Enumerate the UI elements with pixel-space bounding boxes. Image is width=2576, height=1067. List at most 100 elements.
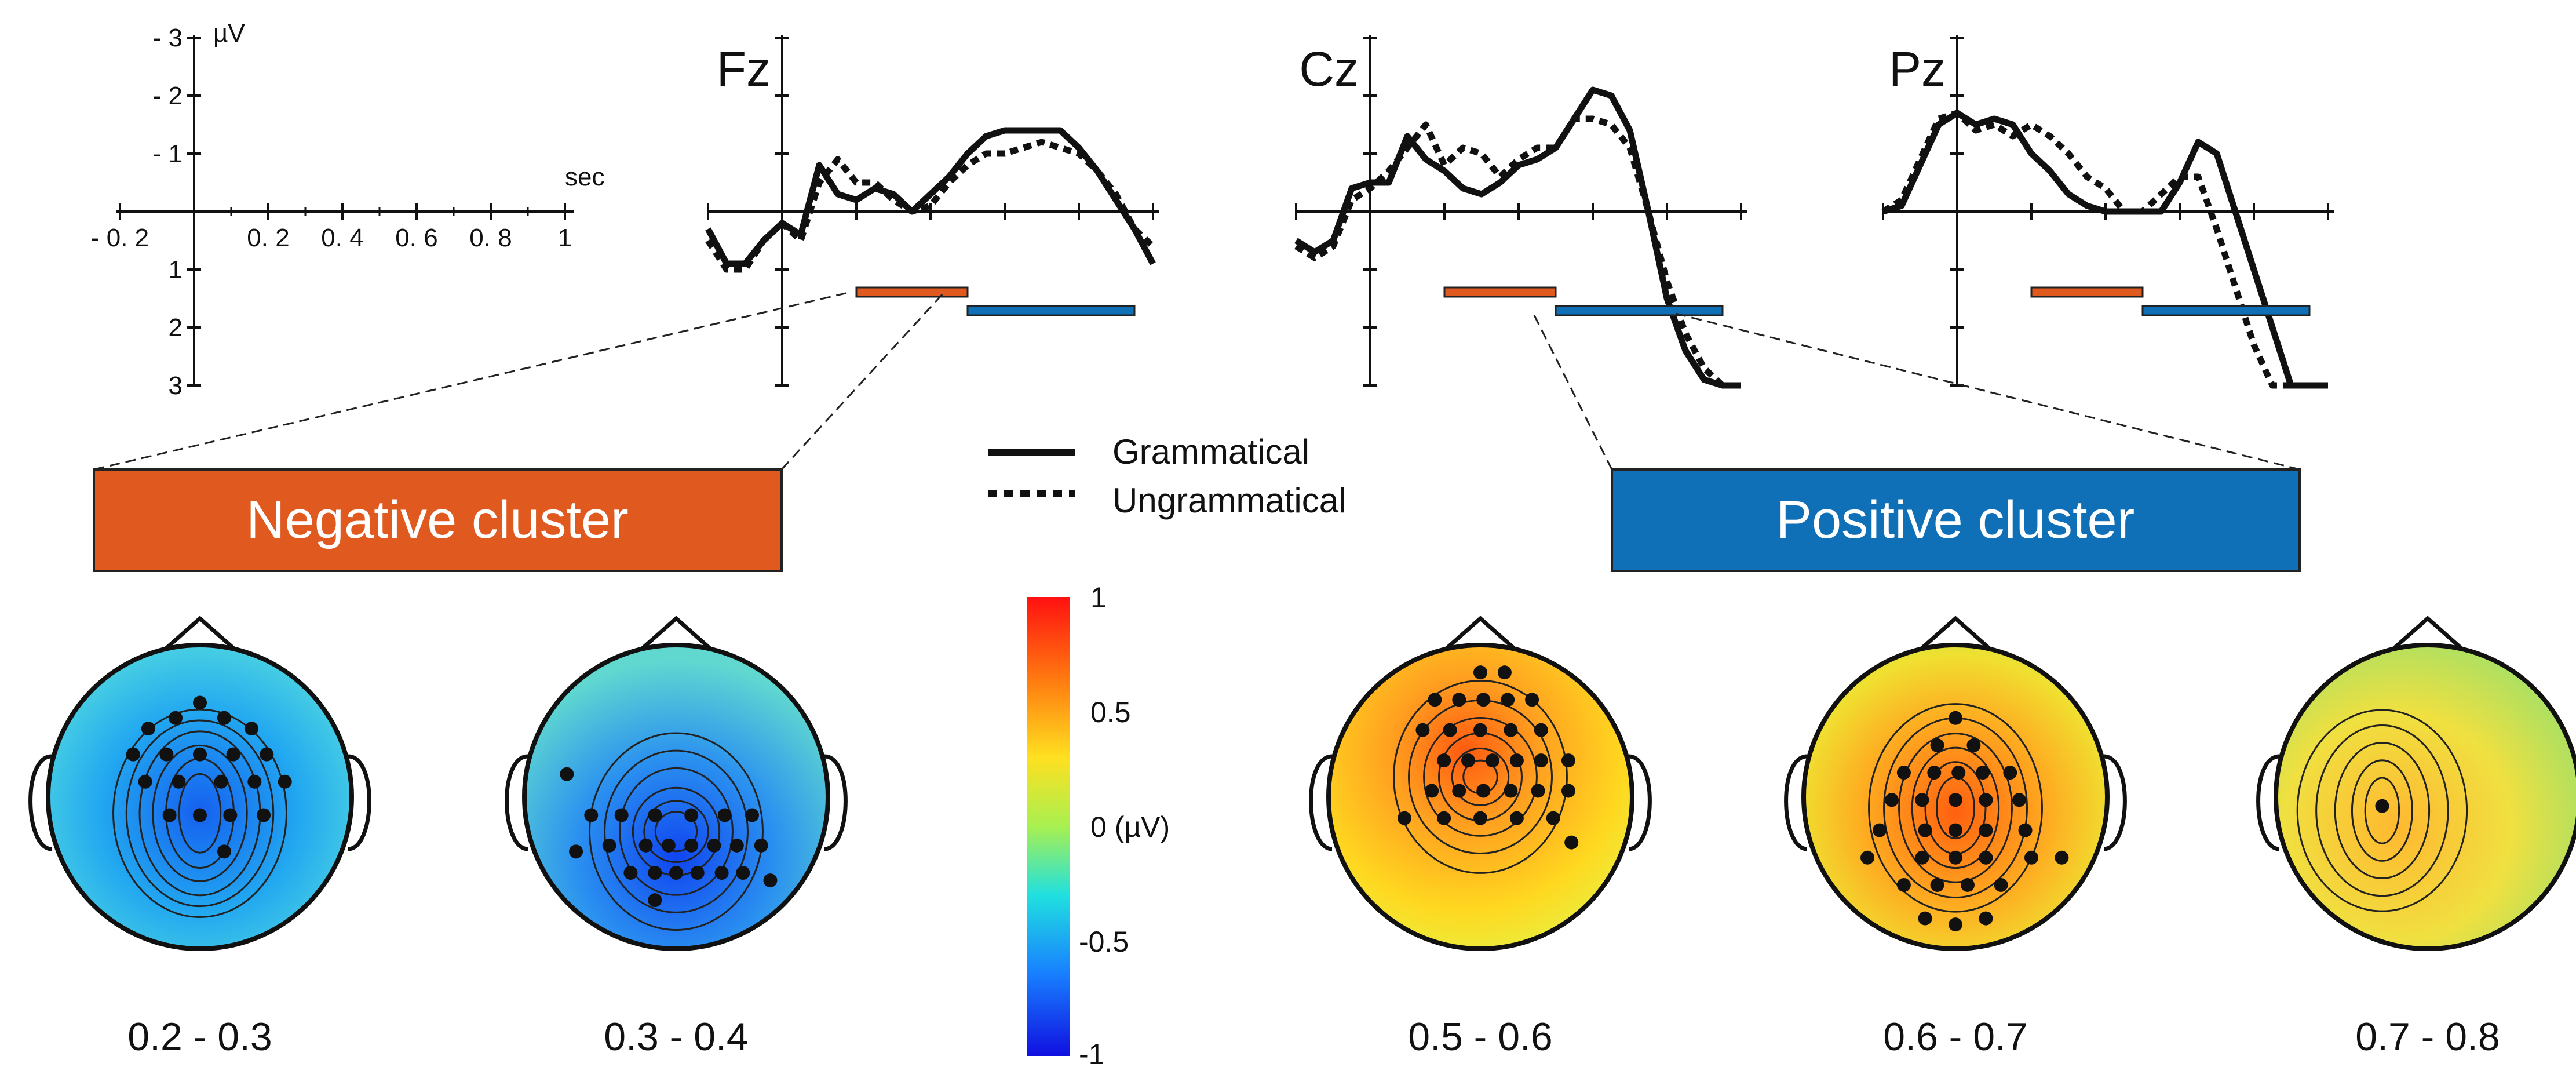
grammatical-series-fz bbox=[705, 127, 1156, 267]
electrode-dot bbox=[1994, 877, 2008, 892]
electrode-dot bbox=[623, 866, 638, 880]
electrode-dot bbox=[1873, 823, 1887, 837]
electrode-dot bbox=[1509, 811, 1524, 825]
contour-line bbox=[152, 744, 248, 882]
electrode-dot bbox=[602, 838, 616, 853]
head-left-ear bbox=[28, 754, 52, 851]
contour-line bbox=[2296, 709, 2468, 912]
colorbar-max: 1 bbox=[1090, 581, 1107, 614]
contour-line bbox=[1393, 679, 1568, 874]
negative-window-bar bbox=[855, 286, 969, 298]
scale-ticks: - 3 - 2 - 1 1 2 3 - 0. 2 0. 2 0. 4 0. 6 0. 8 1 bbox=[91, 24, 572, 400]
head-left-ear bbox=[2256, 754, 2280, 851]
electrode-dot bbox=[159, 747, 174, 762]
electrode-dot bbox=[614, 808, 629, 822]
cluster-connectors bbox=[93, 291, 2300, 471]
electrode-dot bbox=[1546, 811, 1560, 825]
electrode-dot bbox=[260, 747, 274, 762]
electrode-dot bbox=[560, 767, 574, 781]
electrode-dot bbox=[1949, 850, 1962, 865]
electrode-dot bbox=[138, 774, 152, 789]
positive-window-bar bbox=[1555, 305, 1724, 316]
electrode-dot bbox=[1501, 693, 1515, 707]
head-outline bbox=[46, 643, 354, 951]
head-left-ear bbox=[505, 754, 528, 851]
electrode-dot bbox=[1896, 766, 1911, 780]
electrode-dot bbox=[141, 722, 155, 736]
topomap-time-window: 0.5 - 0.6 bbox=[1408, 1015, 1553, 1059]
electrode-dot bbox=[172, 774, 186, 789]
positive-cluster-label: Positive cluster bbox=[1776, 490, 2135, 549]
scale-y-tick-label: 3 bbox=[169, 372, 183, 400]
electrode-dot bbox=[736, 866, 750, 880]
electrode-dot bbox=[569, 844, 583, 859]
electrode-dot bbox=[1497, 665, 1512, 680]
contour-line bbox=[2334, 742, 2431, 880]
legend-grammatical: Grammatical bbox=[1112, 432, 1309, 471]
electrode-dot bbox=[247, 774, 262, 789]
electrode-dot bbox=[193, 808, 207, 822]
head-outline bbox=[522, 643, 830, 951]
electrode-dot bbox=[1949, 711, 1962, 725]
electrode-dot bbox=[1561, 784, 1575, 798]
electrode-dot bbox=[193, 695, 207, 710]
topomap-time-window: 0.3 - 0.4 bbox=[604, 1015, 749, 1059]
electrode-dot bbox=[1461, 753, 1476, 768]
channel-panel-cz: Cz bbox=[1294, 35, 1747, 389]
contour-line bbox=[2364, 777, 2400, 844]
electrode-dot bbox=[2375, 799, 2389, 813]
topomap-4: 0.6 - 0.7 bbox=[1784, 616, 2127, 1059]
electrode-dot bbox=[278, 774, 292, 789]
electrode-dot bbox=[217, 844, 231, 859]
electrode-dot bbox=[1979, 850, 1993, 865]
scale-y-tick-label: 2 bbox=[169, 314, 183, 342]
contour-line bbox=[1911, 746, 2000, 869]
channel-label: Fz bbox=[717, 42, 771, 96]
channel-label: Cz bbox=[1299, 42, 1359, 96]
electrode-dot bbox=[169, 711, 183, 725]
electrode-dot bbox=[1949, 823, 1962, 837]
electrode-dot bbox=[648, 866, 662, 880]
electrode-dot bbox=[1534, 753, 1548, 768]
electrode-dot bbox=[2055, 850, 2069, 865]
electrode-dot bbox=[1979, 793, 1993, 807]
electrode-dot bbox=[1437, 753, 1451, 768]
colorbar-gradient bbox=[1027, 597, 1070, 1056]
topomaps: 0.2 - 0.3 0.3 - 0.4 0.5 - 0.6 0.6 - 0.7 0.7 … bbox=[28, 616, 2576, 1059]
head-outline bbox=[1326, 643, 1634, 951]
scale-y-unit: µV bbox=[213, 19, 245, 48]
contour-line bbox=[125, 719, 275, 908]
electrode-dot bbox=[1884, 793, 1899, 807]
legend: Grammatical Ungrammatical bbox=[988, 432, 1346, 520]
scale-y-tick-label: - 1 bbox=[153, 140, 183, 168]
ungrammatical-series-pz bbox=[1881, 110, 2328, 389]
electrode-dot bbox=[1504, 784, 1518, 798]
electrode-dot bbox=[648, 808, 662, 822]
contour-line bbox=[178, 773, 222, 854]
electrode-dot bbox=[1452, 693, 1466, 707]
electrode-dot bbox=[1443, 723, 1457, 737]
scale-x-tick-label: 0. 8 bbox=[469, 224, 512, 252]
colorbar-mid-pos: 0.5 bbox=[1090, 696, 1131, 729]
contour-line bbox=[654, 811, 698, 853]
colorbar-min: -1 bbox=[1079, 1038, 1104, 1067]
electrode-dot bbox=[1473, 723, 1487, 737]
electrode-dot bbox=[1930, 738, 1944, 752]
electrode-dot bbox=[1927, 766, 1942, 780]
electrode-dot bbox=[729, 838, 744, 853]
colorbar-zero: 0 (µV) bbox=[1090, 811, 1170, 843]
grammatical-series-cz bbox=[1294, 86, 1741, 389]
contour-line bbox=[2351, 759, 2413, 862]
electrode-dot bbox=[1534, 723, 1548, 737]
electrode-dot bbox=[669, 866, 683, 880]
electrode-dot bbox=[1915, 793, 1929, 807]
scale-x-unit: sec bbox=[565, 163, 604, 191]
electrode-dot bbox=[1918, 911, 1932, 926]
electrode-dot bbox=[1398, 811, 1411, 825]
ungrammatical-series-cz bbox=[1294, 115, 1741, 389]
scale-panel: µV sec - 3 - 2 - 1 1 2 3 - 0. 2 0. 2 0. 4 0. 6 0. … bbox=[91, 19, 605, 400]
negative-cluster-label: Negative cluster bbox=[246, 490, 629, 549]
electrode-dot bbox=[1437, 811, 1451, 825]
contour-line bbox=[1423, 717, 1538, 837]
scale-x-tick-label: 0. 4 bbox=[321, 224, 363, 252]
